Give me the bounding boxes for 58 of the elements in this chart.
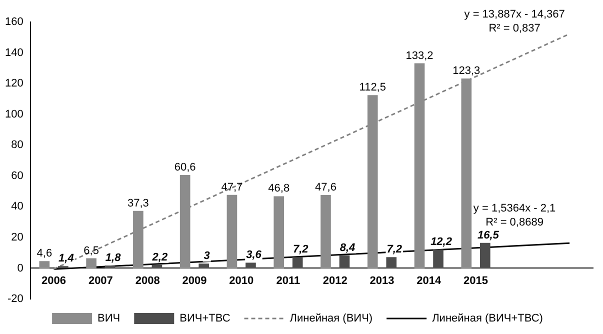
data-label: 123,3	[452, 65, 480, 78]
data-label: 47,6	[315, 182, 336, 194]
bar	[198, 264, 209, 268]
x-tick-label: 2011	[276, 274, 300, 287]
legend-label: ВИЧ+ТВС	[180, 312, 230, 325]
bar	[39, 261, 50, 268]
x-tick-label: 2015	[464, 274, 488, 287]
x-tick-label: 2014	[416, 274, 442, 287]
bar	[226, 194, 238, 268]
data-label: 112,5	[359, 82, 386, 94]
annotation: y = 1,5364x - 2,1 R² = 0,8689	[473, 202, 556, 229]
y-tick-label: 140	[4, 46, 24, 59]
y-tick-label: 80	[11, 139, 24, 152]
data-label: 7,2	[292, 244, 308, 256]
x-tick-label: 2010	[229, 274, 254, 287]
y-tick-label: 60	[11, 170, 24, 182]
legend-label: Линейная (ВИЧ)	[290, 312, 373, 325]
data-label: 1,8	[105, 252, 122, 264]
data-label: 37,3	[127, 197, 149, 210]
data-label: 60,6	[174, 161, 196, 174]
legend-label: Линейная (ВИЧ+ТВС)	[432, 312, 543, 325]
data-label: 6,5	[84, 244, 99, 257]
bar	[292, 257, 303, 268]
data-label: 12,2	[430, 236, 452, 248]
y-tick-label: 100	[4, 108, 24, 120]
data-label: 4,6	[36, 248, 52, 260]
x-tick-label: 2012	[322, 274, 348, 287]
x-tick-label: 2006	[42, 274, 66, 287]
data-label: 133,2	[406, 50, 434, 62]
y-tick-label: 160	[4, 16, 24, 28]
x-tick-label: 2008	[135, 274, 160, 287]
bar	[480, 242, 490, 268]
y-tick-label: 40	[11, 200, 24, 213]
y-tick-label: -20	[7, 293, 24, 306]
data-label: 46,8	[268, 182, 290, 195]
legend-label: ВИЧ	[98, 312, 120, 325]
y-tick-label: 120	[4, 78, 24, 90]
x-tick-label: 2009	[182, 274, 207, 287]
bar	[274, 196, 284, 268]
data-label: 2,2	[151, 251, 168, 264]
bar	[320, 194, 331, 268]
bar	[86, 258, 96, 268]
x-tick-label: 2007	[88, 274, 113, 287]
data-label: 7,2	[386, 244, 402, 256]
data-label: 3	[204, 250, 210, 262]
data-label: 8,4	[340, 242, 356, 254]
bar	[339, 255, 350, 268]
data-label: 3,6	[246, 249, 262, 262]
data-label: 1,4	[58, 252, 74, 265]
bar	[433, 249, 444, 268]
y-tick-label: 20	[11, 231, 24, 244]
bar	[386, 257, 397, 268]
annotation: y = 13,887x - 14,367 R² = 0,837	[464, 8, 565, 34]
x-tick-label: 2013	[370, 274, 394, 287]
y-tick-label: 0	[17, 262, 24, 274]
bar	[246, 262, 256, 268]
data-label: 16,5	[477, 229, 500, 242]
data-label: 47,7	[221, 181, 243, 194]
